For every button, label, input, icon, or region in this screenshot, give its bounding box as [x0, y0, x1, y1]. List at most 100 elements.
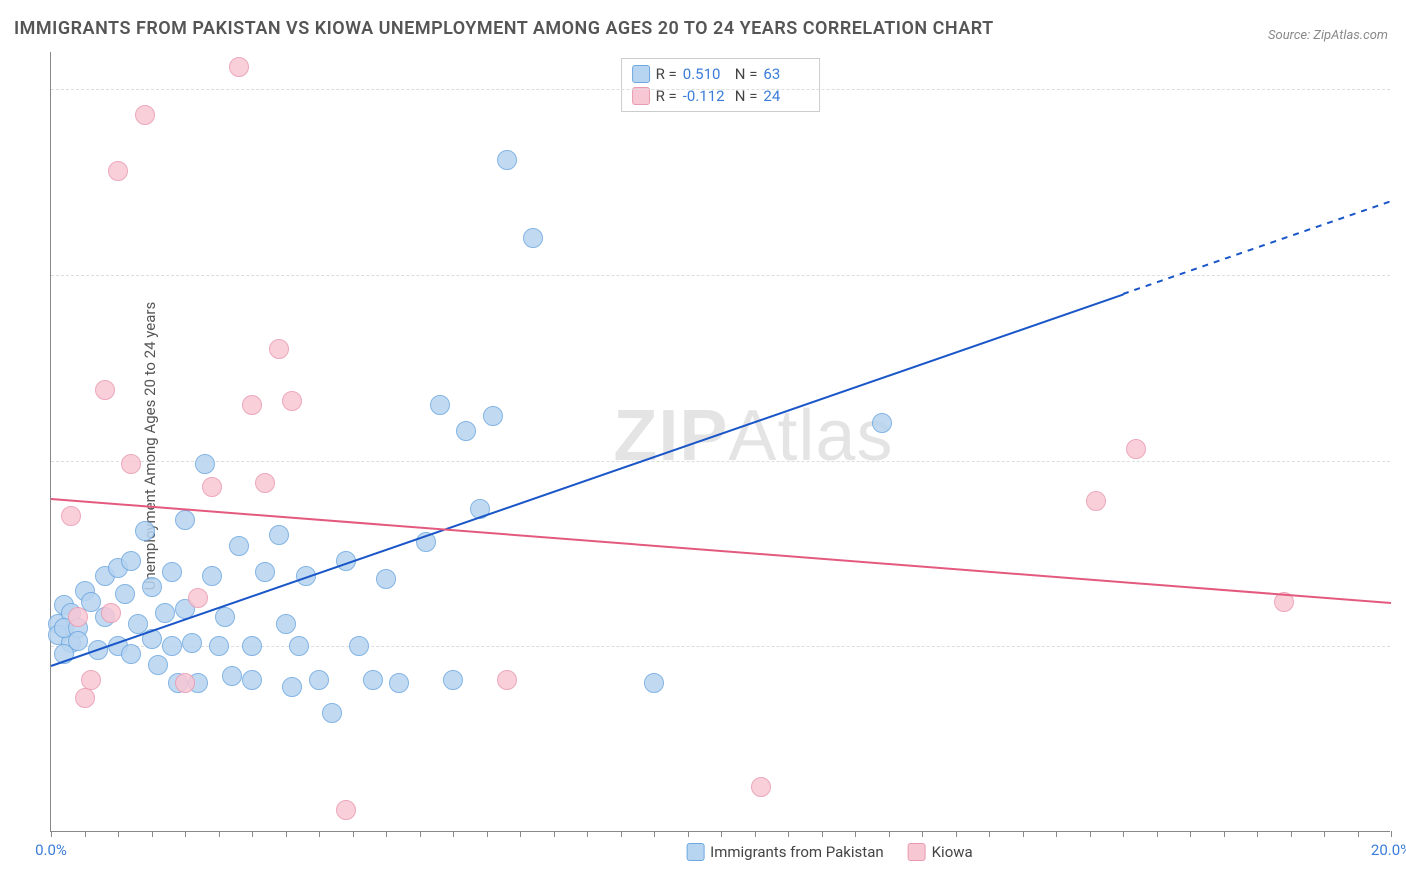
data-point-series-1: [1086, 491, 1106, 511]
data-point-series-0: [276, 614, 296, 634]
data-point-series-0: [195, 454, 215, 474]
swatch-series-0: [632, 65, 650, 83]
data-point-series-1: [336, 800, 356, 820]
x-tick: [1324, 831, 1325, 837]
x-tick: [1123, 831, 1124, 837]
x-tick: [85, 831, 86, 837]
x-tick-label: 20.0%: [1371, 841, 1406, 859]
x-tick: [219, 831, 220, 837]
data-point-series-1: [188, 588, 208, 608]
data-point-series-1: [81, 670, 101, 690]
y-tick-label: 40.0%: [1394, 80, 1406, 98]
data-point-series-0: [68, 631, 88, 651]
data-point-series-0: [135, 521, 155, 541]
x-tick: [152, 831, 153, 837]
x-tick: [1391, 831, 1392, 837]
data-point-series-0: [142, 577, 162, 597]
x-tick: [654, 831, 655, 837]
x-tick: [1291, 831, 1292, 837]
data-point-series-1: [497, 670, 517, 690]
stats-legend: R = 0.510 N = 63 R = -0.112 N = 24: [621, 58, 821, 112]
x-tick: [621, 831, 622, 837]
data-point-series-0: [289, 636, 309, 656]
x-tick: [1224, 831, 1225, 837]
data-point-series-0: [242, 636, 262, 656]
data-point-series-1: [255, 473, 275, 493]
data-point-series-0: [309, 670, 329, 690]
data-point-series-1: [108, 161, 128, 181]
data-point-series-1: [61, 506, 81, 526]
data-point-series-1: [1126, 439, 1146, 459]
data-point-series-0: [148, 655, 168, 675]
x-tick: [487, 831, 488, 837]
data-point-series-1: [68, 607, 88, 627]
data-point-series-0: [430, 395, 450, 415]
x-tick: [721, 831, 722, 837]
data-point-series-0: [162, 636, 182, 656]
data-point-series-0: [389, 673, 409, 693]
x-tick: [386, 831, 387, 837]
data-point-series-0: [269, 525, 289, 545]
data-point-series-1: [229, 57, 249, 77]
data-point-series-0: [376, 569, 396, 589]
x-tick: [286, 831, 287, 837]
y-tick-label: 20.0%: [1394, 452, 1406, 470]
data-point-series-1: [121, 454, 141, 474]
x-tick: [185, 831, 186, 837]
data-point-series-1: [95, 380, 115, 400]
data-point-series-0: [115, 584, 135, 604]
x-tick: [889, 831, 890, 837]
data-point-series-1: [75, 688, 95, 708]
x-tick: [688, 831, 689, 837]
x-tick: [420, 831, 421, 837]
data-point-series-0: [162, 562, 182, 582]
x-tick: [51, 831, 52, 837]
x-tick: [788, 831, 789, 837]
data-point-series-0: [483, 406, 503, 426]
x-tick: [1090, 831, 1091, 837]
data-point-series-0: [644, 673, 664, 693]
x-tick: [989, 831, 990, 837]
data-point-series-0: [456, 421, 476, 441]
x-tick-label: 0.0%: [35, 841, 67, 859]
x-tick: [554, 831, 555, 837]
data-point-series-0: [202, 566, 222, 586]
data-point-series-0: [255, 562, 275, 582]
data-point-series-1: [282, 391, 302, 411]
data-point-series-0: [215, 607, 235, 627]
x-tick: [520, 831, 521, 837]
x-tick: [822, 831, 823, 837]
data-point-series-1: [175, 673, 195, 693]
plot-area: ZIPAtlas R = 0.510 N = 63 R = -0.112 N =…: [50, 52, 1390, 832]
x-tick: [855, 831, 856, 837]
x-tick: [956, 831, 957, 837]
data-point-series-0: [155, 603, 175, 623]
stats-row-series-0: R = 0.510 N = 63: [632, 63, 810, 85]
x-tick: [587, 831, 588, 837]
data-point-series-0: [121, 644, 141, 664]
watermark: ZIPAtlas: [613, 395, 893, 477]
x-tick: [1157, 831, 1158, 837]
data-point-series-0: [322, 703, 342, 723]
data-point-series-0: [175, 510, 195, 530]
gridline: [51, 275, 1390, 276]
data-point-series-0: [121, 551, 141, 571]
data-point-series-1: [242, 395, 262, 415]
data-point-series-1: [269, 339, 289, 359]
gridline: [51, 461, 1390, 462]
data-point-series-0: [443, 670, 463, 690]
x-tick: [922, 831, 923, 837]
data-point-series-0: [523, 228, 543, 248]
data-point-series-0: [282, 677, 302, 697]
series-legend: Immigrants from Pakistan Kiowa: [686, 843, 973, 861]
data-point-series-0: [497, 150, 517, 170]
data-point-series-1: [135, 105, 155, 125]
legend-swatch-1: [908, 843, 926, 861]
legend-item-1: Kiowa: [908, 843, 973, 861]
trend-line: [1123, 201, 1392, 296]
x-tick: [252, 831, 253, 837]
data-point-series-1: [101, 603, 121, 623]
source-attribution: Source: ZipAtlas.com: [1268, 28, 1388, 43]
chart-title: IMMIGRANTS FROM PAKISTAN VS KIOWA UNEMPL…: [14, 18, 994, 39]
data-point-series-0: [349, 636, 369, 656]
